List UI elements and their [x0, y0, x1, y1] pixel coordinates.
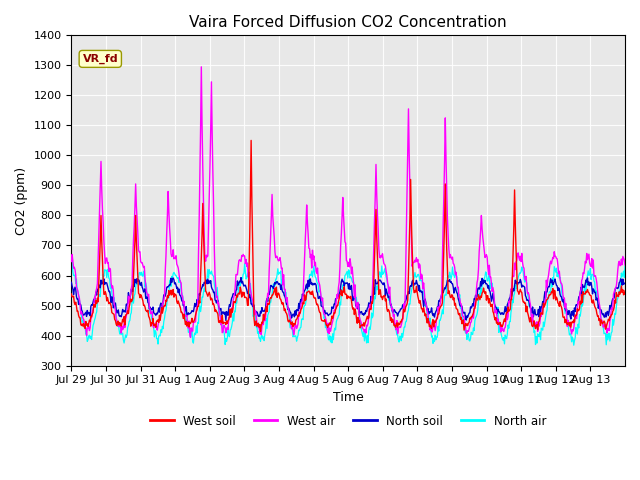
- Text: VR_fd: VR_fd: [83, 54, 118, 64]
- Y-axis label: CO2 (ppm): CO2 (ppm): [15, 167, 28, 235]
- Legend: West soil, West air, North soil, North air: West soil, West air, North soil, North a…: [145, 410, 551, 432]
- X-axis label: Time: Time: [333, 391, 364, 404]
- Title: Vaira Forced Diffusion CO2 Concentration: Vaira Forced Diffusion CO2 Concentration: [189, 15, 507, 30]
